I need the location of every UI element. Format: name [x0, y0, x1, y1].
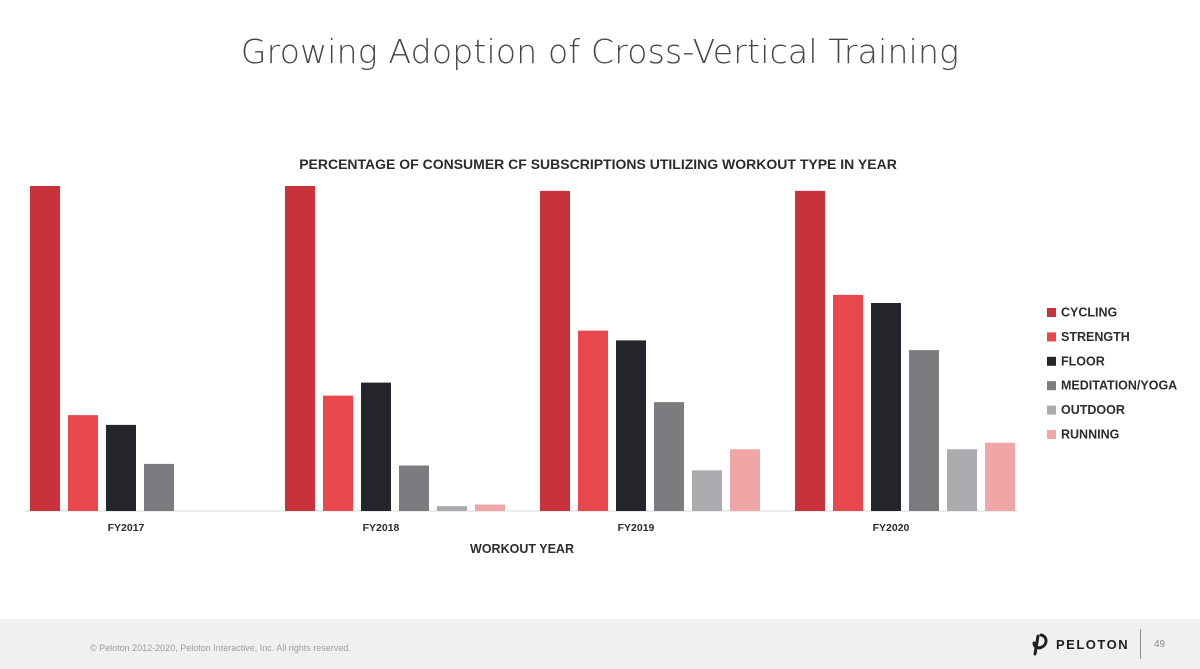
- x-tick-labels: FY2017 FY2018 FY2019 FY2020: [108, 522, 910, 534]
- bar-fy2017-floor: [106, 424, 136, 511]
- legend-label-outdoor: OUTDOOR: [1061, 403, 1125, 417]
- peloton-logo-icon: [1032, 633, 1048, 656]
- legend-swatch-floor: [1047, 356, 1056, 366]
- legend-swatch-strength: [1047, 332, 1056, 342]
- page-number: 49: [1154, 639, 1166, 650]
- legend-swatch-cycling: [1047, 308, 1056, 317]
- bar-fy2019-meditation-yoga: [654, 402, 684, 511]
- bar-fy2020-running: [985, 442, 1015, 511]
- bar-fy2020-meditation-yoga: [909, 350, 939, 511]
- bar-fy2017-cycling: [30, 186, 60, 511]
- bar-fy2018-cycling: [285, 186, 315, 511]
- legend-label-floor: FLOOR: [1061, 354, 1105, 368]
- bar-fy2018-meditation-yoga: [399, 465, 429, 511]
- bar-fy2018-outdoor: [437, 506, 467, 511]
- bar-fy2018-strength: [323, 395, 353, 511]
- slide-title: Growing Adoption of Cross-Vertical Train…: [240, 32, 960, 71]
- bar-chart: PERCENTAGE OF CONSUMER CF SUBSCRIPTIONS …: [25, 156, 1177, 556]
- x-tick-label-fy2018: FY2018: [363, 522, 400, 534]
- legend-swatch-outdoor: [1047, 405, 1056, 415]
- legend-label-cycling: CYCLING: [1061, 306, 1117, 320]
- bar-fy2019-cycling: [540, 190, 570, 511]
- bar-fy2020-floor: [871, 303, 901, 511]
- brand-name: PELOTON: [1056, 636, 1130, 652]
- bar-fy2017-strength: [68, 415, 98, 511]
- bar-fy2017-meditation-yoga: [144, 463, 174, 511]
- legend-swatch-running: [1047, 430, 1056, 439]
- legend: CYCLING STRENGTH FLOOR MEDITATION/YOGA OUTDO…: [1047, 306, 1177, 442]
- bar-fy2019-floor: [616, 340, 646, 511]
- x-tick-label-fy2017: FY2017: [108, 522, 145, 534]
- bar-fy2020-strength: [833, 294, 863, 511]
- bars-group: [30, 186, 1015, 511]
- legend-label-meditation-yoga: MEDITATION/YOGA: [1061, 379, 1177, 393]
- x-tick-label-fy2020: FY2020: [873, 522, 910, 534]
- brand: PELOTON: [1030, 631, 1129, 657]
- x-tick-label-fy2019: FY2019: [618, 522, 655, 534]
- bar-fy2020-cycling: [795, 190, 825, 511]
- bar-fy2020-outdoor: [947, 449, 977, 511]
- chart-title: PERCENTAGE OF CONSUMER CF SUBSCRIPTIONS …: [299, 156, 897, 172]
- copyright-text: © Peloton 2012-2020, Peloton Interactive…: [90, 643, 351, 653]
- legend-label-running: RUNNING: [1061, 428, 1119, 442]
- footer: © Peloton 2012-2020, Peloton Interactive…: [0, 619, 1200, 669]
- x-axis-label: WORKOUT YEAR: [470, 542, 574, 556]
- bar-fy2018-running: [475, 504, 505, 511]
- legend-label-strength: STRENGTH: [1061, 330, 1130, 344]
- legend-swatch-meditation-yoga: [1047, 381, 1056, 391]
- bar-fy2019-running: [730, 449, 760, 511]
- brand-divider: [1140, 629, 1141, 659]
- bar-fy2019-outdoor: [692, 470, 722, 511]
- bar-fy2018-floor: [361, 382, 391, 511]
- bar-fy2019-strength: [578, 330, 608, 511]
